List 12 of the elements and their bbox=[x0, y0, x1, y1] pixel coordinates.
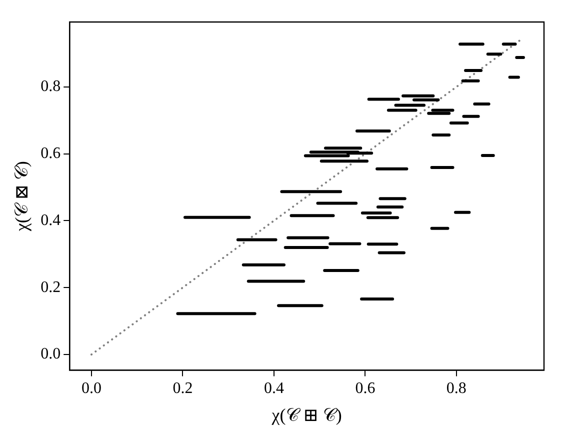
y-tick-label: 0.4 bbox=[40, 212, 61, 229]
x-tick-label: 0.0 bbox=[81, 380, 102, 398]
y-axis-title: χ(𝒞 ⊠ 𝒞) bbox=[12, 161, 32, 232]
y-tick-label: 0.6 bbox=[40, 144, 61, 162]
y-tick-label: 0.2 bbox=[40, 278, 61, 296]
y-tick-label: 0.8 bbox=[40, 78, 61, 96]
y-tick-label: 0.0 bbox=[40, 346, 61, 363]
x-tick-label: 0.6 bbox=[355, 380, 376, 398]
x-tick-label: 0.8 bbox=[446, 380, 466, 398]
x-tick-label: 0.4 bbox=[264, 380, 284, 398]
x-axis-title: χ(𝒞 ⊞ 𝒞) bbox=[270, 404, 342, 425]
x-tick-label: 0.2 bbox=[172, 380, 193, 398]
